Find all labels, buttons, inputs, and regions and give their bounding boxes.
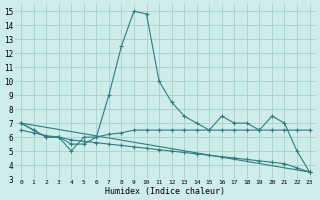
X-axis label: Humidex (Indice chaleur): Humidex (Indice chaleur) (105, 187, 225, 196)
